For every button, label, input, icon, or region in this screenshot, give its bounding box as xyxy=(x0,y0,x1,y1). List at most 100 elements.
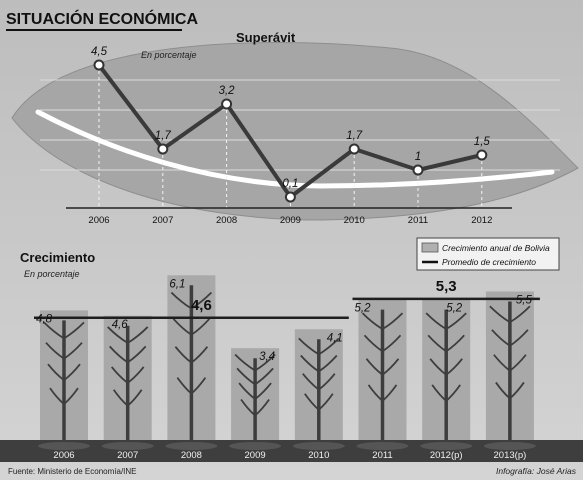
tree-branch xyxy=(509,305,531,324)
tree-shadow xyxy=(229,442,282,450)
top-x-tick-label: 2011 xyxy=(408,215,428,226)
legend-label-growth: Crecimiento anual de Bolivia xyxy=(442,243,550,253)
tree-branch xyxy=(300,354,320,373)
tree-branch xyxy=(445,384,461,402)
superavit-value-label: 1,5 xyxy=(474,136,491,148)
growth-value-label: 5,2 xyxy=(355,303,372,315)
tree-branch xyxy=(491,329,511,347)
superavit-chart: 4,5 1,7 3,2 0,1 1,7 1 1,5 2006 2007 2008 2009 2010… xyxy=(11,30,579,226)
average-label: 4,6 xyxy=(191,297,212,314)
tree-branch xyxy=(318,354,338,373)
tree-branch xyxy=(382,312,404,330)
source-note: Fuente: Ministerio de Economía/INE xyxy=(8,467,137,476)
tree-branch xyxy=(63,342,83,360)
tree-branch xyxy=(176,377,192,395)
tree-shadow xyxy=(420,442,473,450)
tree-branch xyxy=(238,382,256,400)
bottom-x-tick-label: 2013(p) xyxy=(494,450,527,461)
superavit-point xyxy=(476,149,488,161)
tree-branch xyxy=(381,358,400,376)
tree-branch xyxy=(63,321,85,340)
legend-box xyxy=(416,237,560,271)
growth-tree xyxy=(101,325,154,450)
growth-value-label: 4,8 xyxy=(36,313,53,325)
tree-branch xyxy=(240,398,256,417)
tree-branch xyxy=(431,384,447,402)
credit-note: Infografía: José Arias xyxy=(496,466,577,476)
growth-value-label: 5,2 xyxy=(446,303,463,315)
tree-branch xyxy=(127,366,145,384)
tree-branch xyxy=(190,346,209,364)
tree-branch xyxy=(63,387,79,405)
tree-branch xyxy=(43,321,65,340)
top-x-tick-label: 2006 xyxy=(88,215,109,226)
tree-branch xyxy=(318,393,334,411)
growth-tree xyxy=(229,353,282,450)
growth-tree xyxy=(356,309,409,450)
top-chart-title: Superávit xyxy=(236,30,296,45)
tree-branch xyxy=(365,358,384,376)
growth-value-label: 5,5 xyxy=(516,295,533,307)
legend-label-average: Promedio de crecimiento xyxy=(442,257,536,267)
tree-shadow xyxy=(101,442,154,450)
superavit-value-label: 4,5 xyxy=(91,46,108,58)
bottom-chart-subtitle: En porcentaje xyxy=(24,269,80,279)
tree-branch xyxy=(109,345,129,364)
bottom-x-tick-label: 2007 xyxy=(117,450,138,461)
tree-branch xyxy=(172,318,192,336)
tree-shadow xyxy=(165,442,218,450)
superavit-point xyxy=(157,143,169,155)
tree-branch xyxy=(47,363,65,381)
tree-shadow xyxy=(38,442,90,450)
tree-branch xyxy=(127,389,143,407)
superavit-point xyxy=(412,164,424,176)
tree-branch xyxy=(302,373,320,391)
top-value-labels: 4,5 1,7 3,2 0,1 1,7 1 1,5 xyxy=(91,46,490,190)
growth-tree xyxy=(483,301,536,450)
tree-branch xyxy=(110,366,129,384)
tree-branch xyxy=(107,326,129,344)
growth-value-labels: 4,8 4,6 6,1 3,4 4,1 5,2 5,2 5,5 xyxy=(36,278,532,363)
tree-shadow xyxy=(292,442,345,450)
tree-branch xyxy=(234,353,256,372)
tree-branch xyxy=(363,334,383,353)
tree-branch xyxy=(190,291,213,310)
top-x-tick-label: 2010 xyxy=(344,215,365,226)
crecimiento-chart: Crecimiento En porcentaje Crecimiento an… xyxy=(0,237,583,462)
tree-branch xyxy=(254,367,274,386)
superavit-point xyxy=(221,98,233,110)
superavit-point xyxy=(284,191,296,203)
tree-branch xyxy=(445,358,463,376)
top-x-tick-label: 2007 xyxy=(152,215,173,226)
tree-branch xyxy=(445,334,465,353)
tree-branch xyxy=(236,367,256,386)
superavit-value-label: 0,1 xyxy=(282,178,298,190)
top-chart-subtitle: En porcentaje xyxy=(141,50,197,60)
tree-branch xyxy=(493,354,511,372)
top-x-tick-labels: 2006 2007 2008 2009 2010 2011 2012 xyxy=(88,215,492,226)
top-gridlines xyxy=(40,79,560,171)
superavit-point xyxy=(93,59,105,71)
trend-curve xyxy=(35,109,555,189)
growth-value-label: 4,6 xyxy=(112,319,129,331)
main-title: SITUACIÓN ECONÓMICA xyxy=(6,9,198,28)
average-lines: 4,6 5,3 xyxy=(34,278,540,320)
growth-tree xyxy=(165,285,218,450)
top-series-line xyxy=(93,59,488,203)
tree-branch xyxy=(361,312,383,330)
legend-swatch-growth xyxy=(421,242,439,253)
tree-branch xyxy=(49,387,65,405)
superavit-point xyxy=(348,143,360,155)
superavit-value-label: 1,7 xyxy=(346,130,363,142)
tree-branch xyxy=(190,318,211,336)
growth-tree xyxy=(292,337,345,450)
growth-value-label: 4,1 xyxy=(327,332,343,344)
tree-branch xyxy=(63,363,81,381)
tree-branch xyxy=(367,384,384,402)
top-x-tick-label: 2012 xyxy=(471,215,492,226)
tree-branch xyxy=(112,389,129,407)
tree-branch xyxy=(495,381,511,400)
leaf-shape xyxy=(11,42,579,221)
tree-branch xyxy=(254,398,270,417)
